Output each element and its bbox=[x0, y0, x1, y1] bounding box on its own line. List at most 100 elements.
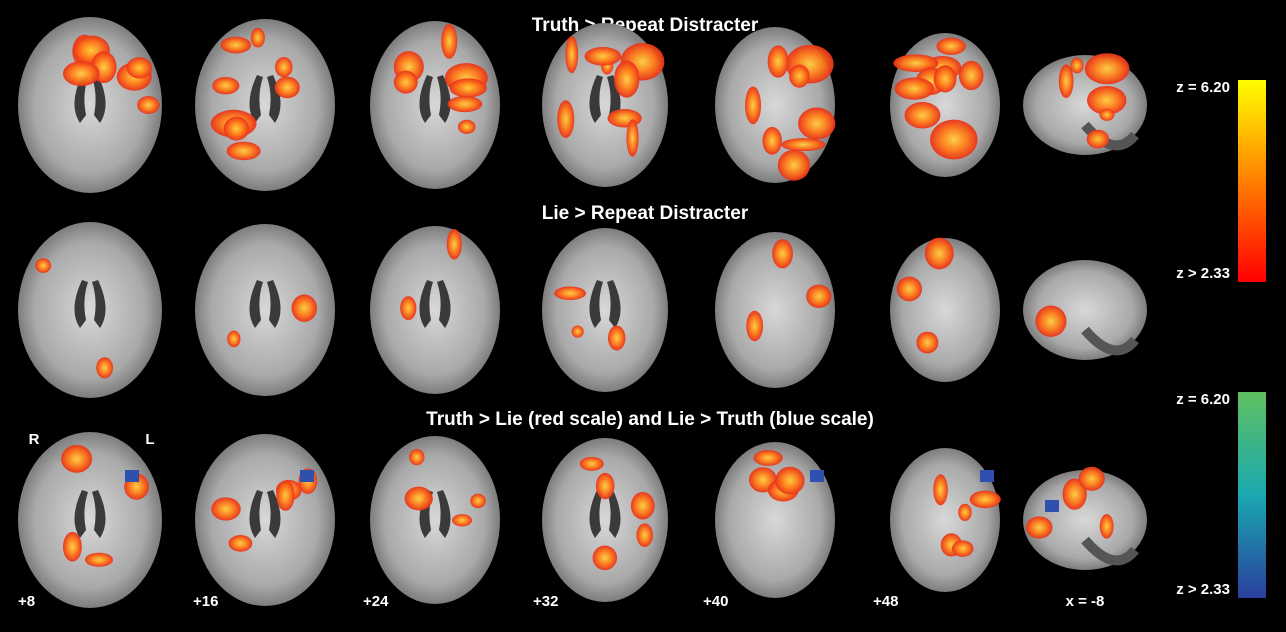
slice-label: +40 bbox=[703, 593, 728, 610]
brain-slice bbox=[195, 19, 335, 191]
activation bbox=[806, 285, 831, 308]
activation bbox=[251, 28, 265, 48]
row-title: Truth > Repeat Distracter bbox=[532, 15, 759, 36]
activation bbox=[798, 108, 835, 140]
activation bbox=[781, 138, 825, 151]
activation bbox=[895, 78, 934, 100]
orientation-label: R bbox=[29, 431, 40, 448]
activation bbox=[96, 357, 113, 378]
activation bbox=[933, 474, 948, 505]
activation bbox=[554, 287, 586, 301]
activation bbox=[441, 24, 457, 59]
brain-slice bbox=[18, 222, 162, 398]
activation bbox=[952, 540, 974, 557]
slice-label: x = -8 bbox=[1066, 593, 1105, 610]
activation bbox=[61, 445, 92, 473]
colorbar-min: z > 2.33 bbox=[1176, 265, 1230, 282]
slice-label: +16 bbox=[193, 593, 218, 610]
activation bbox=[449, 78, 486, 97]
activation bbox=[1087, 130, 1109, 149]
activation bbox=[958, 504, 972, 521]
activation bbox=[137, 96, 159, 114]
brain-slice bbox=[715, 442, 835, 598]
colorbar-max: z = 6.20 bbox=[1176, 79, 1230, 96]
activation bbox=[593, 546, 617, 571]
activation bbox=[1026, 516, 1053, 538]
activation bbox=[745, 86, 761, 124]
colorbar-min: z > 2.33 bbox=[1176, 581, 1230, 598]
activation-neg bbox=[1045, 500, 1059, 512]
orientation-label: L bbox=[145, 431, 154, 448]
brain-slice bbox=[370, 226, 500, 394]
activation bbox=[970, 491, 1001, 509]
activation-neg bbox=[810, 470, 824, 482]
activation bbox=[221, 37, 252, 54]
activation bbox=[614, 61, 639, 98]
activation bbox=[959, 61, 984, 90]
activation bbox=[631, 492, 655, 520]
activation bbox=[762, 127, 782, 155]
slice-label: +32 bbox=[533, 593, 558, 610]
activation bbox=[1035, 306, 1066, 338]
activation bbox=[636, 523, 652, 547]
activation bbox=[596, 473, 615, 499]
activation bbox=[127, 57, 152, 78]
activation bbox=[789, 64, 809, 87]
activation bbox=[227, 331, 240, 348]
activation-neg bbox=[300, 470, 314, 482]
activation-neg bbox=[125, 470, 139, 482]
activation bbox=[905, 102, 941, 129]
activation bbox=[585, 47, 622, 66]
activation bbox=[565, 36, 578, 73]
activation bbox=[916, 332, 938, 354]
activation bbox=[572, 325, 584, 337]
activation bbox=[405, 487, 433, 511]
activation bbox=[63, 61, 100, 86]
activation bbox=[227, 142, 261, 161]
figure: Truth > Repeat Distracter Lie > Repeat D… bbox=[0, 0, 1286, 632]
activation bbox=[394, 71, 418, 94]
activation bbox=[211, 497, 240, 520]
activation bbox=[775, 467, 804, 495]
activation bbox=[448, 96, 483, 112]
colorbar-max: z = 6.20 bbox=[1176, 391, 1230, 408]
activation bbox=[447, 229, 462, 260]
activation bbox=[229, 535, 253, 552]
activation bbox=[627, 119, 639, 157]
activation bbox=[772, 239, 793, 268]
activation bbox=[1085, 53, 1130, 84]
activation bbox=[897, 277, 922, 302]
activation bbox=[275, 77, 300, 99]
activation bbox=[63, 532, 82, 562]
activation bbox=[400, 296, 416, 320]
activation bbox=[936, 38, 965, 55]
activation bbox=[1100, 514, 1114, 539]
activation bbox=[934, 65, 957, 92]
row-title: Lie > Repeat Distracter bbox=[542, 203, 749, 224]
activation bbox=[608, 326, 625, 351]
activation bbox=[778, 150, 810, 181]
slice-label: +48 bbox=[873, 593, 898, 610]
brain-slice bbox=[370, 436, 500, 604]
activation bbox=[930, 120, 977, 160]
activation bbox=[85, 553, 113, 567]
brain-slice bbox=[890, 448, 1000, 592]
activation bbox=[276, 480, 294, 510]
activation bbox=[292, 294, 317, 321]
activation bbox=[452, 514, 472, 526]
activation bbox=[1070, 58, 1083, 74]
activation bbox=[1079, 467, 1105, 491]
activation bbox=[580, 457, 604, 471]
activation bbox=[275, 57, 292, 77]
activation bbox=[458, 120, 476, 134]
brain-slice bbox=[542, 228, 668, 392]
slice-label: +8 bbox=[18, 593, 35, 610]
activation bbox=[212, 77, 239, 94]
brain-slice bbox=[195, 434, 335, 606]
activation bbox=[746, 311, 763, 341]
activation bbox=[1099, 109, 1114, 121]
activation bbox=[409, 449, 424, 465]
activation bbox=[470, 494, 486, 508]
colorbar bbox=[1238, 80, 1266, 282]
brain-slice bbox=[542, 438, 668, 602]
